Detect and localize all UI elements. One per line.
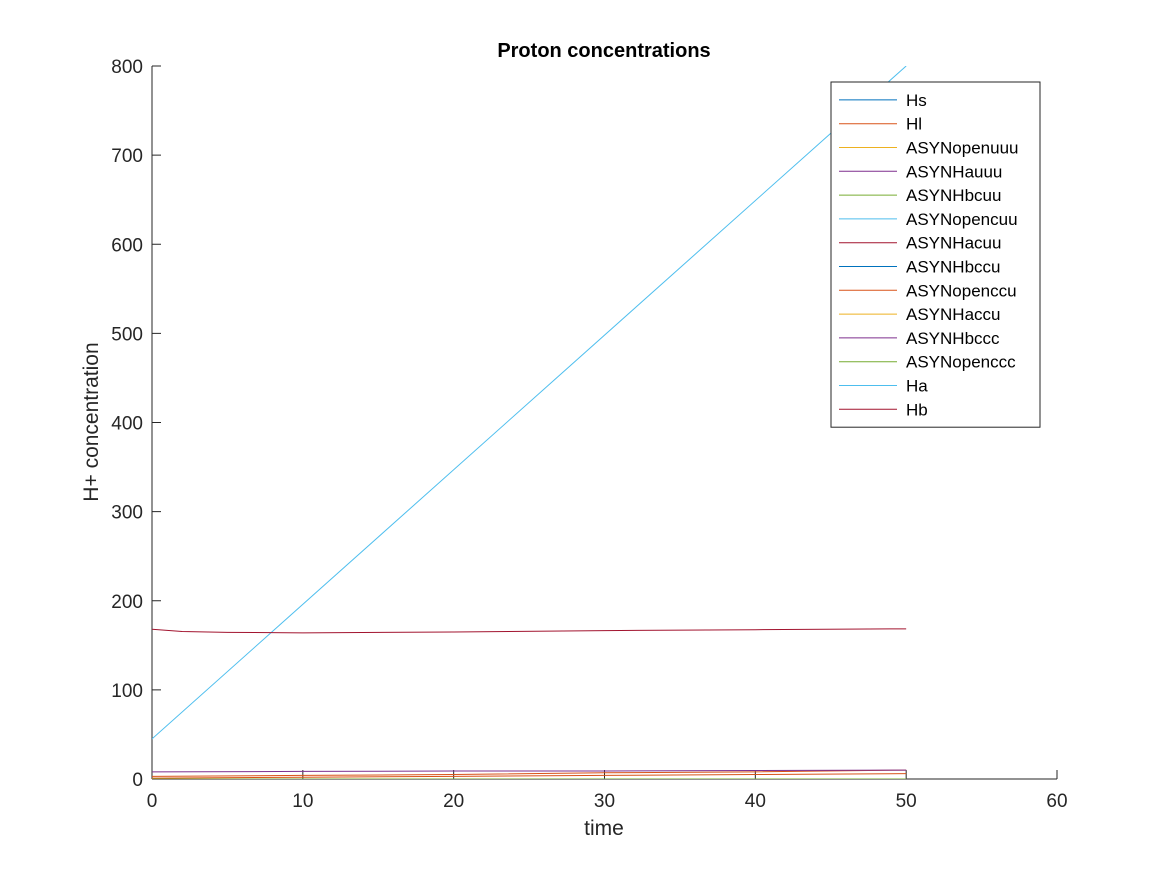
series-line-ha [152, 66, 907, 740]
series-line-hl [152, 769, 907, 777]
x-tick-label: 60 [1046, 791, 1067, 812]
y-tick-label: 100 [111, 681, 143, 702]
legend-label: Hb [906, 400, 928, 419]
x-axis-label: time [584, 817, 624, 840]
series-lines [152, 66, 907, 779]
legend-box [830, 81, 1041, 428]
legend-label: ASYNopenuuu [906, 139, 1018, 158]
legend-label: Hs [906, 91, 927, 110]
legend-label: ASYNHbcuu [906, 186, 1001, 205]
series-line-asynopenccu [152, 773, 907, 779]
y-tick-label: 0 [132, 770, 143, 791]
legend-label: ASYNopenccc [906, 353, 1016, 372]
x-tick-label: 30 [594, 791, 615, 812]
y-tick-label: 600 [111, 235, 143, 256]
y-axis-label: H+ concentration [80, 342, 103, 501]
x-tick-label: 0 [147, 791, 158, 812]
series-line-asynhauuu [152, 769, 907, 773]
legend-label: ASYNopencuu [906, 210, 1018, 229]
x-tick-label: 20 [443, 791, 464, 812]
legend-label: ASYNopenccu [906, 281, 1017, 300]
series-line-hb [152, 628, 907, 634]
y-tick-label: 300 [111, 503, 143, 524]
y-tick-label: 800 [111, 57, 143, 78]
chart-title: Proton concentrations [497, 40, 710, 62]
x-tick-label: 10 [292, 791, 313, 812]
legend-label: ASYNHbccu [906, 258, 1000, 277]
legend-label: ASYNHbccc [906, 329, 1000, 348]
legend: Hs Hl ASYNopenuuu ASYNHauuu ASYNHbcuu ASYNope… [830, 81, 1041, 428]
legend-label: ASYNHaccu [906, 305, 1000, 324]
legend-label: ASYNHauuu [906, 162, 1002, 181]
legend-label: Hl [906, 115, 922, 134]
y-tick-label: 200 [111, 592, 143, 613]
x-tick-label: 50 [896, 791, 917, 812]
legend-label: ASYNHacuu [906, 234, 1001, 253]
x-tick-label: 40 [745, 791, 766, 812]
y-tick-label: 500 [111, 324, 143, 345]
y-tick-label: 400 [111, 414, 143, 435]
legend-label: Ha [906, 377, 928, 396]
y-tick-label: 700 [111, 146, 143, 167]
